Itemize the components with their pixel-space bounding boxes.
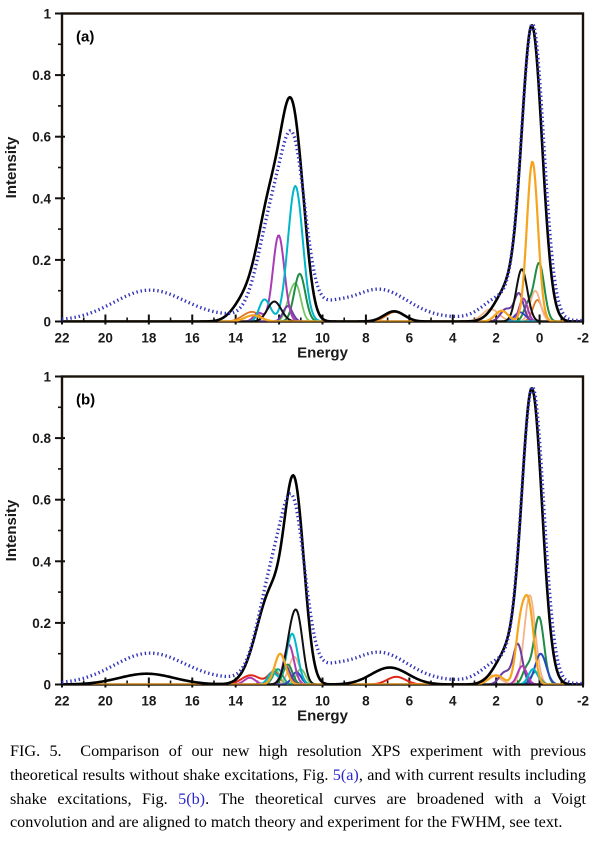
- panel-label: (b): [76, 392, 95, 409]
- panel-label: (a): [76, 29, 94, 46]
- series-component-peach: [62, 594, 583, 685]
- series-group: [62, 22, 583, 322]
- x-tick-label: 6: [406, 694, 414, 709]
- caption-text: , and with current results including sha…: [10, 765, 586, 808]
- plot-frame: [60, 375, 585, 686]
- chart-svg-b: 22 20 18 16 14 12 10 8 6 4 2 0 -200.20.40.60.81Energ…: [3, 370, 589, 725]
- series-component-orange: [62, 593, 583, 685]
- x-tick-label: -2: [577, 331, 589, 346]
- x-tick-label: 6: [406, 331, 414, 346]
- x-tick-label: 12: [272, 331, 287, 346]
- x-tick-label: 14: [228, 331, 244, 346]
- y-tick-label: 0.8: [32, 68, 51, 83]
- series-theory-total: [62, 24, 583, 322]
- y-tick-label: 0.6: [32, 493, 51, 508]
- x-axis-label: Energy: [297, 345, 349, 362]
- x-tick-label: -2: [577, 694, 589, 709]
- figure-ref-link-5b[interactable]: 5(b): [178, 789, 206, 808]
- y-tick-label: 0: [43, 315, 51, 330]
- x-tick-label: 2: [492, 331, 500, 346]
- x-tick-label: 4: [449, 694, 457, 709]
- x-tick-label: 8: [362, 694, 370, 709]
- figure-ref-link-5a[interactable]: 5(a): [332, 765, 359, 784]
- x-tick-label: 22: [54, 331, 69, 346]
- y-tick-label: 0.2: [32, 616, 51, 631]
- series-experiment-dotted: [62, 385, 583, 685]
- series-component-purple: [62, 292, 583, 322]
- y-tick-label: 0.4: [32, 554, 51, 569]
- y-tick-label: 0.6: [32, 130, 51, 145]
- x-tick-label: 2: [492, 694, 500, 709]
- figure-5: 22 20 18 16 14 12 10 8 6 4 2 0 -2 0 0.2 0.4 0.6 0.8 1 Energ…: [0, 0, 600, 835]
- plot-frame: [60, 12, 585, 323]
- x-tick-label: 20: [98, 331, 113, 346]
- series-component-peach: [62, 289, 583, 322]
- caption-text: . The theoretical curves are broadened w…: [10, 789, 586, 832]
- x-tick-label: 16: [185, 694, 201, 709]
- series-experiment-dotted: [62, 22, 583, 322]
- x-tick-label: 22: [54, 694, 69, 709]
- x-tick-label: 0: [536, 694, 544, 709]
- x-tick-label: 20: [98, 694, 113, 709]
- y-axis-label: Intensity: [3, 499, 20, 561]
- x-tick-label: 10: [315, 331, 330, 346]
- y-tick-label: 0: [43, 678, 51, 693]
- x-tick-label: 8: [362, 331, 370, 346]
- y-tick-label: 1: [43, 370, 51, 385]
- xps-chart-panel-a: 22 20 18 16 14 12 10 8 6 4 2 0 -2 0 0.2 0.4 0.6 0.8 1 Energ…: [0, 0, 600, 363]
- series-component-orange: [62, 160, 583, 322]
- series-component-cyan: [62, 632, 583, 685]
- x-axis-label: Energy: [297, 708, 349, 725]
- x-tick-label: 14: [228, 694, 244, 709]
- figure-caption: FIG. 5. Comparison of our new high resol…: [10, 740, 586, 835]
- y-tick-label: 0.8: [32, 431, 51, 446]
- x-tick-label: 10: [315, 694, 330, 709]
- series-component-purple: [62, 642, 583, 685]
- x-tick-label: 18: [141, 331, 157, 346]
- series-group: [62, 385, 583, 685]
- caption-text: FIG. 5. Comparison of our new high resol…: [10, 742, 586, 784]
- chart-svg-a: 22 20 18 16 14 12 10 8 6 4 2 0 -200.20.40.60.81Energ…: [3, 7, 589, 362]
- x-tick-label: 12: [272, 694, 287, 709]
- x-tick-label: 16: [185, 331, 201, 346]
- y-tick-label: 0.2: [32, 253, 51, 268]
- series-component-black: [62, 268, 583, 322]
- series-theory-total: [62, 387, 583, 685]
- y-tick-label: 1: [43, 7, 51, 22]
- x-tick-label: 4: [449, 331, 457, 346]
- y-axis-label: Intensity: [3, 136, 20, 198]
- y-tick-label: 0.4: [32, 191, 51, 206]
- x-tick-label: 0: [536, 331, 544, 346]
- series-component-cyan: [62, 184, 583, 322]
- x-tick-label: 18: [141, 694, 157, 709]
- xps-chart-panel-b: 22 20 18 16 14 12 10 8 6 4 2 0 -2 0 0.2 0.4 0.6 0.8 1 Energ…: [0, 363, 600, 726]
